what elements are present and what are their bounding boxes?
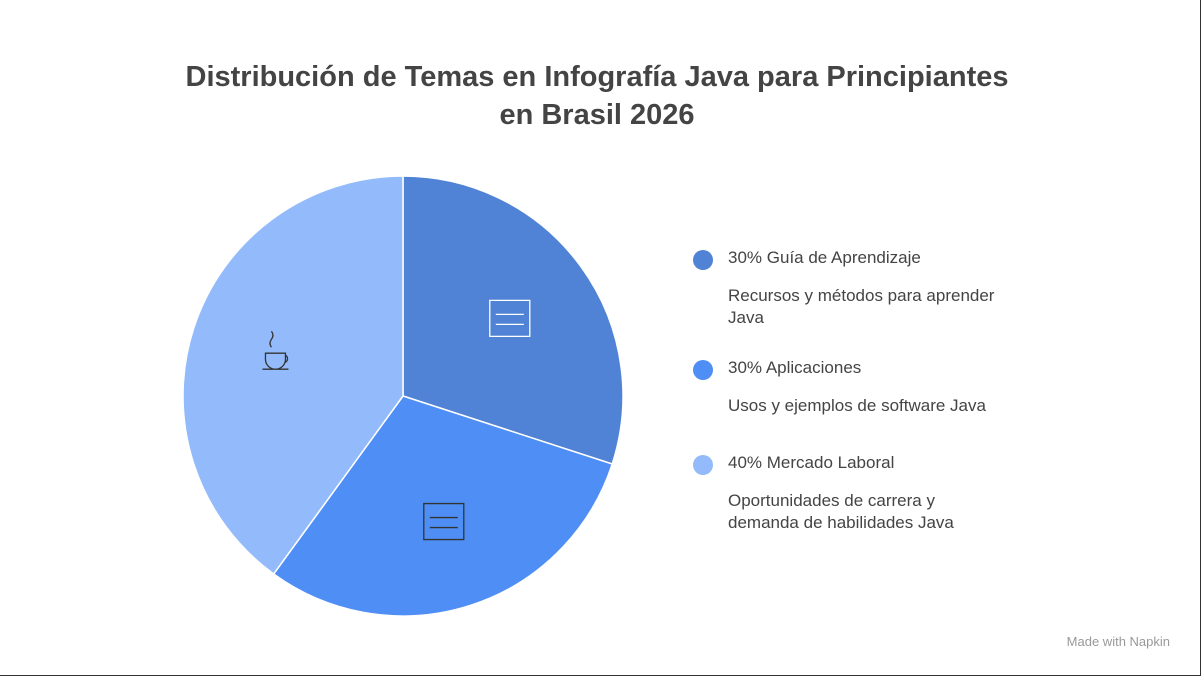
legend-name: Aplicaciones bbox=[766, 358, 861, 377]
description-line: Java bbox=[728, 308, 764, 327]
watermark: Made with Napkin bbox=[1067, 634, 1170, 649]
legend-marker bbox=[693, 455, 713, 475]
legend-description: Recursos y métodos para aprender Java bbox=[728, 286, 995, 327]
icon-doc bbox=[423, 502, 465, 541]
legend-description: Oportunidades de carrera y demanda de hab… bbox=[728, 491, 954, 532]
description-line: Oportunidades de carrera y bbox=[728, 491, 935, 510]
pie-slice bbox=[402, 175, 624, 465]
chart-title: Distribución de Temas en Infografía Java… bbox=[185, 61, 1009, 131]
description-line: Recursos y métodos para aprender bbox=[728, 286, 995, 305]
legend-value: 30% bbox=[728, 248, 762, 267]
slice-icon bbox=[423, 502, 465, 541]
description-line: demanda de habilidades Java bbox=[728, 513, 954, 532]
legend-value: 30% bbox=[728, 358, 762, 377]
slice-icon bbox=[262, 330, 289, 370]
slice-icon bbox=[489, 299, 531, 338]
legend-description: Usos y ejemplos de software Java bbox=[728, 396, 986, 415]
legend-entry: 40% Mercado Laboral bbox=[728, 453, 894, 472]
legend-name: Mercado Laboral bbox=[767, 453, 895, 472]
icon-cup bbox=[262, 330, 289, 370]
legend-marker bbox=[693, 250, 713, 270]
legend-name: Guía de Aprendizaje bbox=[767, 248, 921, 267]
legend-entry: 30% Aplicaciones bbox=[728, 358, 861, 377]
pie-slice bbox=[182, 175, 404, 576]
description-line: Usos y ejemplos de software Java bbox=[728, 396, 986, 415]
icon-doc bbox=[489, 299, 531, 338]
pie-slice bbox=[272, 395, 614, 617]
legend-value: 40% bbox=[728, 453, 762, 472]
legend-marker bbox=[693, 360, 713, 380]
legend-entry: 30% Guía de Aprendizaje bbox=[728, 248, 921, 267]
